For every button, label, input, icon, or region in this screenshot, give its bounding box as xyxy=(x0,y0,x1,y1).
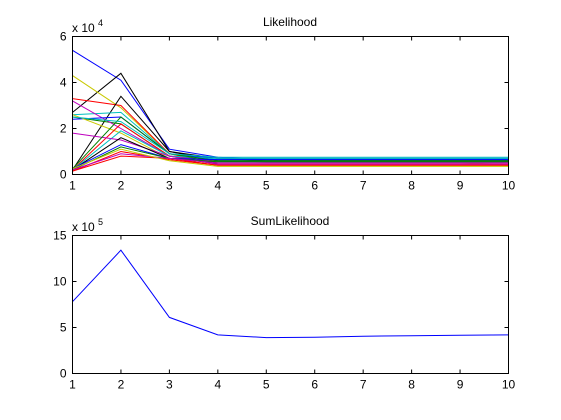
series-line-1 xyxy=(72,249,509,339)
x-tick-label: 3 xyxy=(166,378,173,392)
x-tick-label: 2 xyxy=(118,378,125,392)
chart-title: Likelihood xyxy=(263,15,317,29)
y-multiplier-exponent: 5 xyxy=(98,217,103,227)
x-tick-label: 10 xyxy=(502,378,516,392)
x-tick-label: 5 xyxy=(263,378,270,392)
y-tick-label: 0 xyxy=(60,168,67,182)
sumlikelihood-chart: SumLikelihood 1 2 3 4 5 6 7 8 9 10 0 5 10 15 x 10 5 xyxy=(53,214,515,392)
y-tick-label: 5 xyxy=(60,321,67,335)
series-line-20 xyxy=(72,155,509,172)
x-tick-label: 4 xyxy=(214,378,221,392)
series-line-19 xyxy=(72,116,509,158)
series-line-22 xyxy=(72,148,509,170)
series-line-16 xyxy=(72,144,509,170)
series-line-21 xyxy=(72,153,509,171)
y-tick-label: 10 xyxy=(53,275,67,289)
x-tick-label: 8 xyxy=(408,179,415,193)
x-tick-label: 1 xyxy=(69,378,76,392)
y-tick-label: 4 xyxy=(60,76,67,90)
y-multiplier-exponent: 4 xyxy=(98,18,103,28)
y-tick-label: 6 xyxy=(60,30,67,44)
series-line-1 xyxy=(72,49,509,161)
x-tick-label: 1 xyxy=(69,179,76,193)
x-tick-label: 4 xyxy=(214,179,221,193)
tick-group: 1 2 3 4 5 6 7 8 9 10 0 2 4 6 xyxy=(60,30,516,193)
series-group xyxy=(72,249,509,339)
x-tick-label: 8 xyxy=(408,378,415,392)
x-tick-label: 9 xyxy=(457,378,464,392)
y-tick-label: 0 xyxy=(60,367,67,381)
series-line-14 xyxy=(72,116,509,170)
series-line-12 xyxy=(72,130,509,171)
series-line-6 xyxy=(72,111,509,161)
plot-area xyxy=(72,36,509,175)
y-multiplier-base: x 10 xyxy=(72,220,95,234)
x-tick-label: 6 xyxy=(311,378,318,392)
series-line-18 xyxy=(72,146,509,171)
x-tick-label: 9 xyxy=(457,179,464,193)
plot-area xyxy=(72,235,509,374)
x-tick-label: 7 xyxy=(360,378,367,392)
y-tick-label: 15 xyxy=(53,229,67,243)
x-tick-label: 7 xyxy=(360,179,367,193)
y-multiplier-base: x 10 xyxy=(72,21,95,35)
chart-title: SumLikelihood xyxy=(251,214,330,228)
y-multiplier: x 10 4 xyxy=(72,18,103,35)
x-tick-label: 10 xyxy=(502,179,516,193)
y-tick-label: 2 xyxy=(60,122,67,136)
y-multiplier: x 10 5 xyxy=(72,217,103,234)
x-tick-label: 5 xyxy=(263,179,270,193)
x-tick-label: 3 xyxy=(166,179,173,193)
x-tick-label: 6 xyxy=(311,179,318,193)
likelihood-chart: Likelihood 1 2 3 4 5 6 7 8 9 10 0 2 4 6 x 10 4 xyxy=(60,15,516,193)
series-group xyxy=(72,49,509,172)
tick-group: 1 2 3 4 5 6 7 8 9 10 0 5 10 15 xyxy=(53,229,515,392)
series-line-8 xyxy=(72,100,509,163)
series-line-2 xyxy=(72,72,509,162)
x-tick-label: 2 xyxy=(118,179,125,193)
